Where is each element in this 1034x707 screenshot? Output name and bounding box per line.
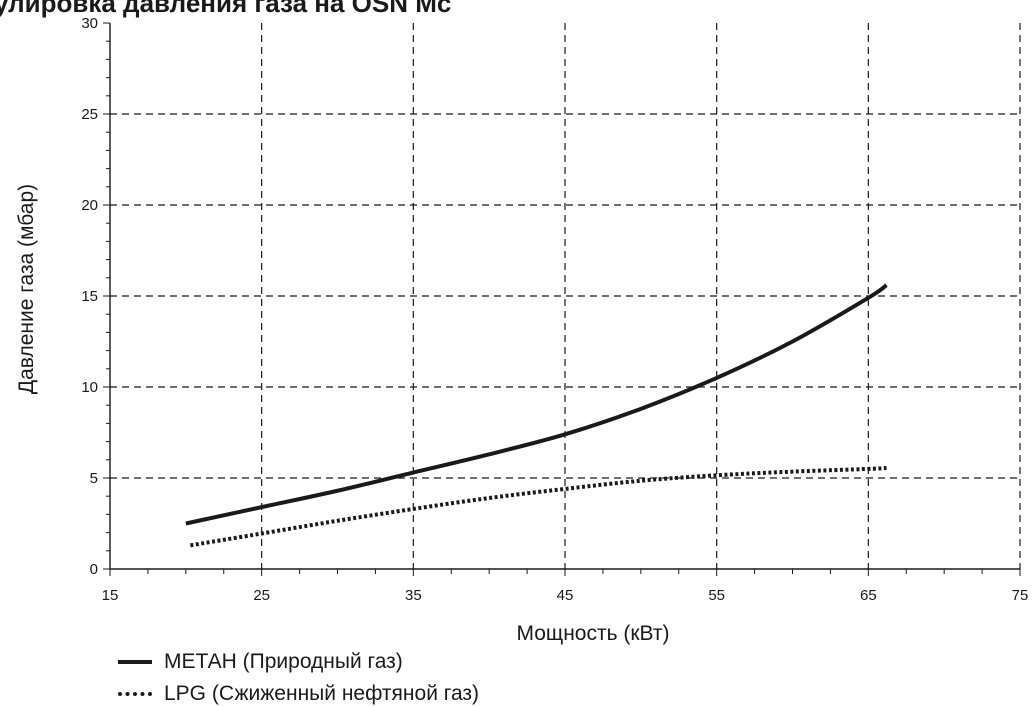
legend-item-lpg: LPG (Сжиженный нефтяной газ) — [118, 678, 479, 707]
legend-item-methane: МЕТАН (Природный газ) — [118, 646, 479, 678]
y-tick-label: 15 — [81, 288, 98, 305]
y-tick-label: 0 — [90, 561, 98, 578]
x-tick-label: 35 — [405, 587, 422, 604]
x-tick-label: 75 — [1012, 587, 1029, 604]
legend-swatch-dotted — [118, 692, 152, 696]
y-tick-label: 10 — [81, 379, 98, 396]
x-tick-label: 25 — [253, 587, 270, 604]
series — [186, 285, 887, 545]
legend-label-lpg: LPG (Сжиженный нефтяной газ) — [164, 682, 479, 706]
x-tick-label: 45 — [557, 587, 574, 604]
y-tick-label: 25 — [81, 106, 98, 123]
y-tick-label: 20 — [81, 197, 98, 214]
x-axis-label: Мощность (кВт) — [517, 622, 670, 645]
series-line-lpg — [190, 468, 886, 545]
y-axis-label: Давление газа (мбар) — [15, 184, 38, 394]
legend: МЕТАН (Природный газ) LPG (Сжиженный неф… — [118, 646, 479, 707]
y-tick-label: 5 — [90, 470, 98, 487]
x-tick-label: 15 — [102, 587, 119, 604]
legend-label-methane: МЕТАН (Природный газ) — [164, 650, 403, 674]
series-line-methane — [186, 285, 887, 523]
x-tick-label: 65 — [860, 587, 877, 604]
legend-swatch-solid — [118, 660, 152, 664]
x-tick-label: 55 — [708, 587, 725, 604]
grid — [110, 23, 1020, 569]
y-tick-label: 30 — [81, 15, 98, 32]
